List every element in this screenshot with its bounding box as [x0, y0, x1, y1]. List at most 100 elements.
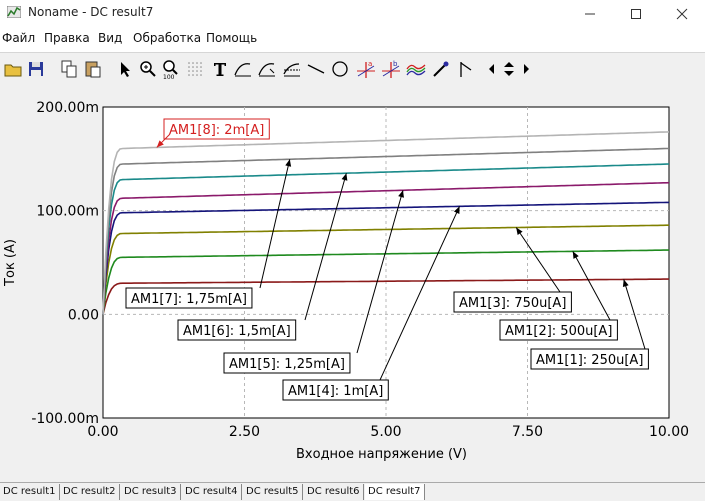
scroll-right-button[interactable]	[521, 58, 532, 80]
scroll-left-button[interactable]	[486, 58, 497, 80]
svg-text:b: b	[393, 60, 398, 68]
annotation-box	[282, 379, 389, 401]
open-icon	[4, 64, 22, 77]
x-axis-label: Входное напряжение (V)	[296, 447, 467, 462]
tab-dc-result3[interactable]: DC result3	[121, 484, 181, 500]
series-line	[102, 181, 670, 315]
save-button[interactable]	[25, 58, 47, 80]
annotation-arrowhead	[572, 251, 579, 259]
annotation-box	[530, 348, 649, 370]
paste-button[interactable]	[82, 58, 104, 80]
annotation-arrowhead	[622, 279, 629, 288]
toolbar: 100 a b	[0, 52, 705, 88]
series-line	[102, 147, 669, 315]
annotation-box	[499, 319, 618, 341]
annotation-label: AM1[4]: 1m[A]	[288, 384, 383, 399]
menu-file[interactable]: Файл	[2, 31, 36, 45]
edit-curve-button[interactable]	[232, 58, 254, 80]
series-line	[102, 249, 669, 315]
annotation-leader	[572, 251, 611, 321]
cursor-a-icon: a	[357, 60, 375, 78]
zoom-in-button[interactable]	[137, 58, 159, 80]
curve-add-button[interactable]	[256, 58, 278, 80]
annotation-leader	[356, 190, 404, 354]
circle-tool-icon	[332, 61, 348, 77]
probe-icon	[433, 61, 449, 77]
save-icon	[29, 62, 43, 76]
close-button[interactable]	[659, 0, 705, 27]
menu-process[interactable]: Обработка	[133, 31, 202, 45]
series-line	[102, 278, 669, 315]
copy-button[interactable]	[58, 58, 80, 80]
menu-view[interactable]: Вид	[98, 31, 123, 45]
x-tick-label: 10.00	[649, 424, 689, 440]
annotation-arrowhead	[285, 159, 292, 167]
cursor-a-button[interactable]: a	[355, 58, 377, 80]
edit-curve-icon	[234, 63, 251, 77]
x-tick-label: 7.50	[512, 424, 543, 440]
tab-dc-result6[interactable]: DC result6	[304, 484, 364, 500]
open-button[interactable]	[2, 58, 24, 80]
grid-icon	[188, 62, 202, 76]
line-tool-icon	[307, 64, 325, 74]
y-tick-label: 0.00	[68, 307, 99, 323]
annotation-box	[125, 287, 253, 309]
y-axis-label: Ток (A)	[3, 239, 18, 287]
dc-result-chart[interactable]: 0.00 2.50 5.00 7.50 10.00200.00m100.00m0.00-…	[0, 87, 705, 482]
zoom-in-icon	[140, 61, 156, 77]
cursor-b-icon: b	[382, 60, 400, 78]
tab-dc-result7[interactable]: DC result7	[365, 484, 425, 500]
series-line	[102, 163, 670, 315]
annotation-box	[453, 291, 572, 313]
pointer-button[interactable]	[113, 58, 135, 80]
annotation-box	[177, 319, 297, 341]
circle-tool-button[interactable]	[329, 58, 351, 80]
annotation-label: AM1[6]: 1,5m[A]	[183, 324, 291, 339]
annotation-box	[223, 352, 351, 374]
grid-button[interactable]	[184, 58, 206, 80]
copy-icon	[61, 60, 77, 78]
annotation-label: AM1[1]: 250u[A]	[536, 353, 643, 368]
line-tool-button[interactable]	[305, 58, 327, 80]
curve-add-icon	[258, 63, 275, 77]
zoom-100-icon: 100	[163, 60, 178, 80]
svg-text:a: a	[368, 60, 372, 68]
maximize-button[interactable]	[613, 0, 659, 27]
probe-button[interactable]	[430, 58, 452, 80]
menu-help[interactable]: Помощь	[206, 31, 258, 45]
annotation-label: AM1[7]: 1,75m[A]	[131, 292, 247, 307]
menu-edit[interactable]: Правка	[44, 31, 90, 45]
tab-dc-result5[interactable]: DC result5	[243, 484, 303, 500]
annotation-arrowhead	[398, 190, 404, 198]
annotation-label: AM1[8]: 2m[A]	[169, 123, 264, 138]
series-line	[102, 201, 669, 315]
window-title: Noname - DC result7	[28, 5, 154, 19]
series-line	[102, 224, 669, 315]
y-tick-label: -100.00m	[31, 411, 99, 427]
scroll-right-icon	[524, 64, 529, 74]
text-tool-icon	[214, 63, 226, 76]
zoom-100-button[interactable]: 100	[160, 58, 182, 80]
y-tick-label: 200.00m	[36, 100, 99, 116]
flag-icon	[460, 62, 472, 77]
annotation-leader	[259, 159, 291, 289]
menu-bar: Файл Правка Вид Обработка Помощь	[0, 28, 705, 48]
annotation-leader	[515, 227, 561, 293]
scroll-updown-button[interactable]	[500, 58, 518, 80]
curve-arrow-icon	[283, 63, 300, 77]
signal-button[interactable]	[405, 58, 427, 80]
tab-dc-result2[interactable]: DC result2	[60, 484, 120, 500]
x-tick-label: 2.50	[229, 424, 260, 440]
text-tool-button[interactable]	[209, 58, 231, 80]
curve-arrow-button[interactable]	[281, 58, 303, 80]
scroll-left-icon	[489, 64, 494, 74]
tab-dc-result4[interactable]: DC result4	[182, 484, 242, 500]
annotation-arrowhead	[453, 206, 460, 214]
signal-icon	[406, 64, 426, 76]
pointer-icon	[121, 62, 130, 77]
cursor-b-button[interactable]: b	[380, 58, 402, 80]
minimize-button[interactable]	[567, 0, 613, 27]
tab-dc-result1[interactable]: DC result1	[0, 484, 60, 500]
y-tick-label: 100.00m	[36, 204, 99, 220]
flag-button[interactable]	[455, 58, 477, 80]
